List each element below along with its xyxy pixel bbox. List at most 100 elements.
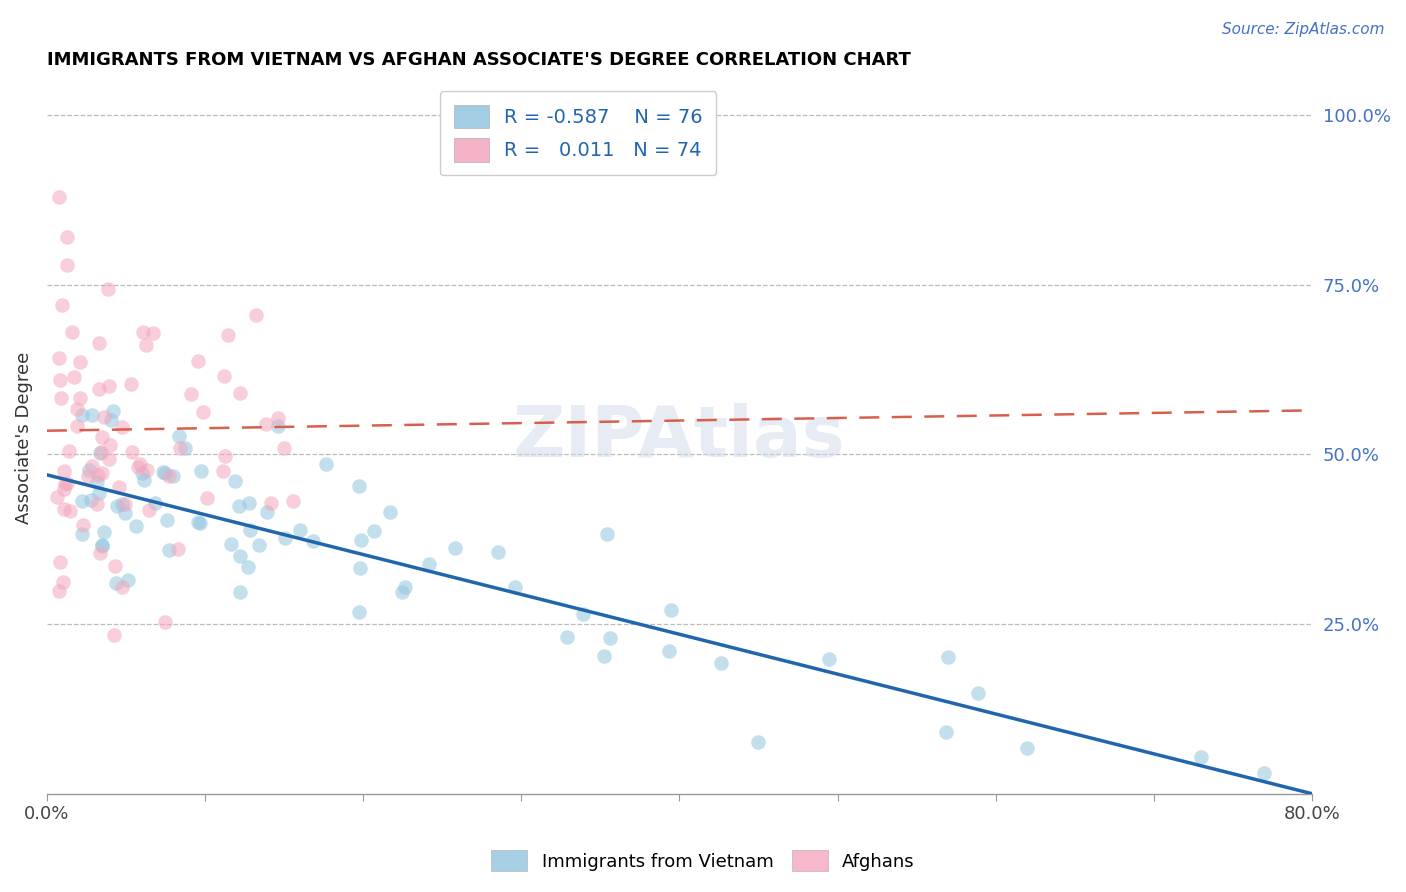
Point bbox=[214, 449, 236, 463]
Point bbox=[76, 468, 98, 483]
Point bbox=[187, 516, 209, 530]
Point bbox=[187, 354, 209, 368]
Point bbox=[157, 542, 180, 557]
Point bbox=[48, 189, 70, 203]
Point bbox=[599, 631, 621, 645]
Point bbox=[89, 546, 111, 560]
Point bbox=[93, 409, 115, 424]
Point bbox=[51, 298, 73, 312]
Point bbox=[180, 387, 202, 401]
Point bbox=[70, 409, 93, 423]
Point bbox=[162, 468, 184, 483]
Point bbox=[89, 485, 111, 500]
Point bbox=[349, 560, 371, 574]
Point bbox=[125, 518, 148, 533]
Point bbox=[596, 526, 619, 541]
Point bbox=[97, 282, 120, 296]
Point bbox=[103, 627, 125, 641]
Point bbox=[48, 372, 70, 386]
Point bbox=[114, 506, 136, 520]
Point bbox=[229, 585, 252, 599]
Point bbox=[817, 652, 839, 666]
Point bbox=[48, 584, 70, 599]
Point bbox=[108, 480, 131, 494]
Point bbox=[236, 559, 259, 574]
Point bbox=[347, 479, 370, 493]
Point bbox=[1253, 766, 1275, 780]
Point bbox=[486, 545, 509, 559]
Point bbox=[91, 430, 114, 444]
Point bbox=[93, 524, 115, 539]
Point bbox=[224, 474, 246, 488]
Point bbox=[238, 496, 260, 510]
Y-axis label: Associate's Degree: Associate's Degree bbox=[15, 351, 32, 524]
Point bbox=[260, 495, 283, 509]
Text: IMMIGRANTS FROM VIETNAM VS AFGHAN ASSOCIATE'S DEGREE CORRELATION CHART: IMMIGRANTS FROM VIETNAM VS AFGHAN ASSOCI… bbox=[46, 51, 911, 69]
Point bbox=[80, 493, 103, 508]
Point bbox=[127, 459, 149, 474]
Legend: R = -0.587    N = 76, R =   0.011   N = 74: R = -0.587 N = 76, R = 0.011 N = 74 bbox=[440, 91, 717, 176]
Point bbox=[46, 490, 69, 504]
Point bbox=[228, 499, 250, 513]
Legend: Immigrants from Vietnam, Afghans: Immigrants from Vietnam, Afghans bbox=[484, 843, 922, 879]
Point bbox=[571, 607, 593, 621]
Point bbox=[70, 526, 93, 541]
Point bbox=[555, 630, 578, 644]
Point bbox=[138, 503, 160, 517]
Point bbox=[167, 541, 190, 556]
Point bbox=[49, 556, 72, 570]
Point bbox=[136, 463, 159, 477]
Point bbox=[131, 466, 153, 480]
Point bbox=[288, 523, 311, 537]
Point bbox=[55, 477, 77, 491]
Point bbox=[59, 503, 82, 517]
Point bbox=[247, 538, 270, 552]
Point bbox=[153, 466, 176, 480]
Point bbox=[363, 524, 385, 538]
Point bbox=[1189, 750, 1212, 764]
Point bbox=[55, 475, 77, 490]
Point bbox=[104, 558, 127, 573]
Point bbox=[111, 420, 134, 434]
Point bbox=[169, 441, 191, 455]
Point bbox=[86, 475, 108, 490]
Point bbox=[111, 580, 134, 594]
Point bbox=[190, 464, 212, 478]
Point bbox=[245, 308, 267, 322]
Point bbox=[219, 537, 242, 551]
Point bbox=[69, 355, 91, 369]
Point bbox=[66, 402, 89, 417]
Point bbox=[152, 466, 174, 480]
Point bbox=[87, 336, 110, 351]
Point bbox=[229, 386, 252, 401]
Point bbox=[86, 468, 108, 483]
Point bbox=[104, 575, 127, 590]
Point bbox=[229, 549, 252, 563]
Point bbox=[239, 523, 262, 537]
Point bbox=[747, 735, 769, 749]
Point bbox=[195, 491, 218, 506]
Point bbox=[129, 458, 152, 472]
Point bbox=[659, 602, 682, 616]
Point bbox=[302, 534, 325, 549]
Point bbox=[145, 496, 167, 510]
Point bbox=[167, 428, 190, 442]
Text: ZIPAtlas: ZIPAtlas bbox=[513, 403, 845, 472]
Point bbox=[80, 459, 103, 474]
Point bbox=[86, 497, 108, 511]
Point bbox=[48, 351, 70, 365]
Point bbox=[91, 539, 114, 553]
Point bbox=[391, 584, 413, 599]
Text: Source: ZipAtlas.com: Source: ZipAtlas.com bbox=[1222, 22, 1385, 37]
Point bbox=[51, 391, 73, 405]
Point bbox=[273, 531, 295, 545]
Point bbox=[63, 370, 86, 384]
Point bbox=[117, 573, 139, 587]
Point bbox=[131, 325, 153, 339]
Point bbox=[77, 462, 100, 476]
Point bbox=[89, 383, 111, 397]
Point bbox=[212, 464, 235, 478]
Point bbox=[193, 405, 215, 419]
Point bbox=[273, 441, 295, 455]
Point bbox=[155, 615, 177, 629]
